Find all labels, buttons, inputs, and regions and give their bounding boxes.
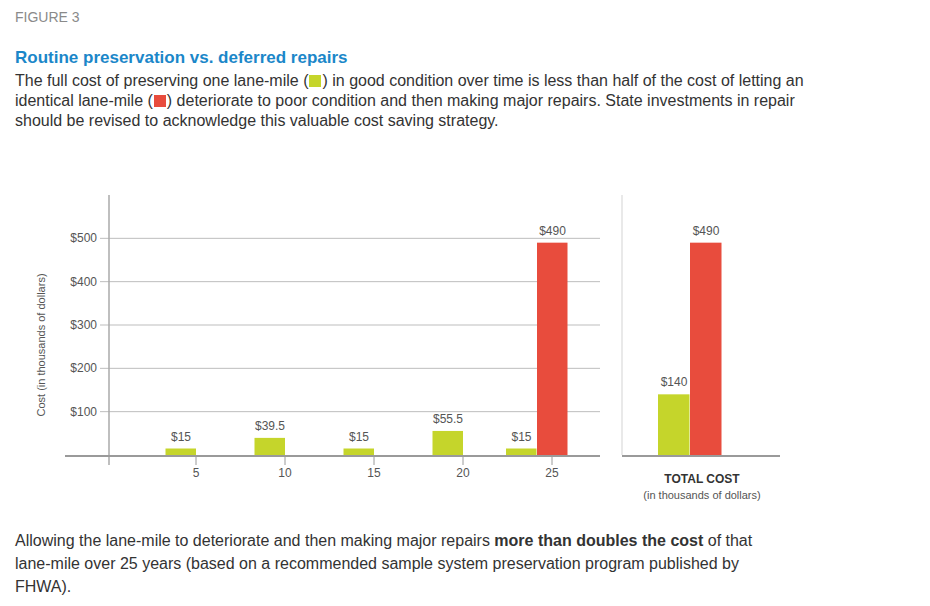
y-axis-label: Cost (in thousands of dollars)	[35, 273, 47, 416]
bar	[658, 394, 690, 455]
grid-line	[100, 368, 600, 369]
chart-0: $100 $200 $300 $400 $500 Cost (in thousands o…	[35, 195, 600, 480]
footer-text: Allowing the lane-mile to deteriorate an…	[15, 532, 494, 549]
bar	[344, 449, 375, 456]
x-tick-label: 15	[367, 466, 381, 480]
data-label: $490	[693, 224, 720, 238]
data-label: $55.5	[433, 412, 463, 426]
bar	[690, 243, 722, 455]
swatch	[309, 75, 321, 87]
subtitle: The full cost of preserving one lane-mil…	[15, 71, 830, 131]
swatch	[154, 95, 166, 107]
chart: $100 $200 $300 $400 $500 Cost (in thousands o…	[0, 0, 930, 606]
y-tick-label: $500	[70, 231, 97, 245]
bar	[166, 449, 197, 456]
bar	[433, 431, 464, 455]
x-tick-label: 20	[456, 466, 470, 480]
data-label: $140	[661, 375, 688, 389]
data-labels: $140 $490	[661, 224, 720, 390]
grid-line	[100, 325, 600, 326]
x-tick-mark	[463, 457, 464, 465]
figure-label: FIGURE 3	[15, 8, 80, 26]
y-axis	[108, 195, 110, 465]
x-tick-label: 5	[193, 466, 200, 480]
bar	[506, 449, 537, 456]
grid-line	[100, 281, 600, 282]
data-labels: $15 $39.5 $15 $55.5 $15 $490	[171, 224, 566, 444]
x-tick-label: 10	[278, 466, 292, 480]
bars	[166, 243, 568, 455]
data-label: $15	[511, 430, 531, 444]
x-tick-label: 25	[545, 466, 559, 480]
data-label: $15	[171, 430, 191, 444]
x-axis	[622, 455, 780, 457]
chart-1: $140 $490 TOTAL COST (in thousands of dolla…	[622, 195, 780, 501]
x-tick-label: TOTAL COST	[664, 472, 740, 486]
x-tick-mark	[285, 457, 286, 465]
y-tick-label: $300	[70, 318, 97, 332]
footer: Allowing the lane-mile to deteriorate an…	[15, 529, 785, 598]
grid-line	[100, 238, 600, 239]
data-label: $15	[349, 430, 369, 444]
grid-line	[100, 411, 600, 412]
y-tick-label: $100	[70, 405, 97, 419]
data-label: $490	[539, 224, 566, 238]
bar	[537, 243, 568, 455]
footer-emphasis: more than doubles the cost	[494, 532, 703, 549]
y-axis	[621, 195, 623, 455]
x-tick-mark	[196, 457, 197, 465]
title: Routine preservation vs. deferred repair…	[15, 47, 348, 69]
page: {"figure_label": "FIGURE 3", "title": "R…	[0, 0, 930, 606]
data-label: $39.5	[255, 419, 285, 433]
subtitle-text: The full cost of preserving one lane-mil…	[15, 72, 308, 89]
x-axis	[65, 455, 600, 457]
x-tick-mark	[552, 457, 553, 465]
y-tick-label: $200	[70, 361, 97, 375]
y-tick-label: $400	[70, 275, 97, 289]
x-tick-mark	[374, 457, 375, 465]
bar	[255, 438, 286, 455]
bars	[658, 243, 722, 455]
x-axis-label: (in thousands of dollars)	[643, 489, 760, 501]
